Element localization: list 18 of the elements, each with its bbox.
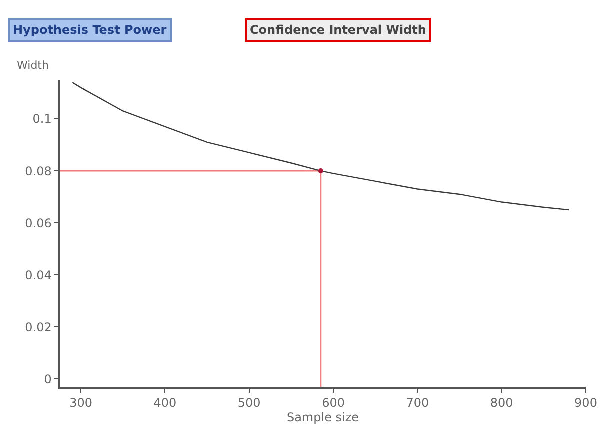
x-tick-label: 500 (238, 396, 261, 410)
y-tick-label: 0.02 (25, 320, 52, 334)
text: Hypothesis Test Power (13, 23, 167, 37)
x-tick-label: 800 (490, 396, 514, 410)
y-tick-label: 0.04 (25, 268, 52, 282)
x-tick-label: 900 (574, 396, 598, 410)
y-tick-label: 0.08 (25, 164, 52, 178)
x-tick-label: 600 (322, 396, 345, 410)
y-tick-label: 0.06 (25, 216, 52, 230)
x-tick-label: 400 (154, 396, 177, 410)
x-axis-title: Sample size (286, 410, 360, 425)
y-axis-title: Width (17, 59, 49, 72)
y-tick-label: 0.1 (32, 112, 52, 126)
line-series (72, 82, 570, 211)
y-tick-label: 0 (44, 372, 52, 386)
x-tick-label: 300 (70, 396, 92, 410)
x-tick-label: 700 (406, 396, 430, 410)
text: Confidence Interval Width (250, 23, 426, 37)
